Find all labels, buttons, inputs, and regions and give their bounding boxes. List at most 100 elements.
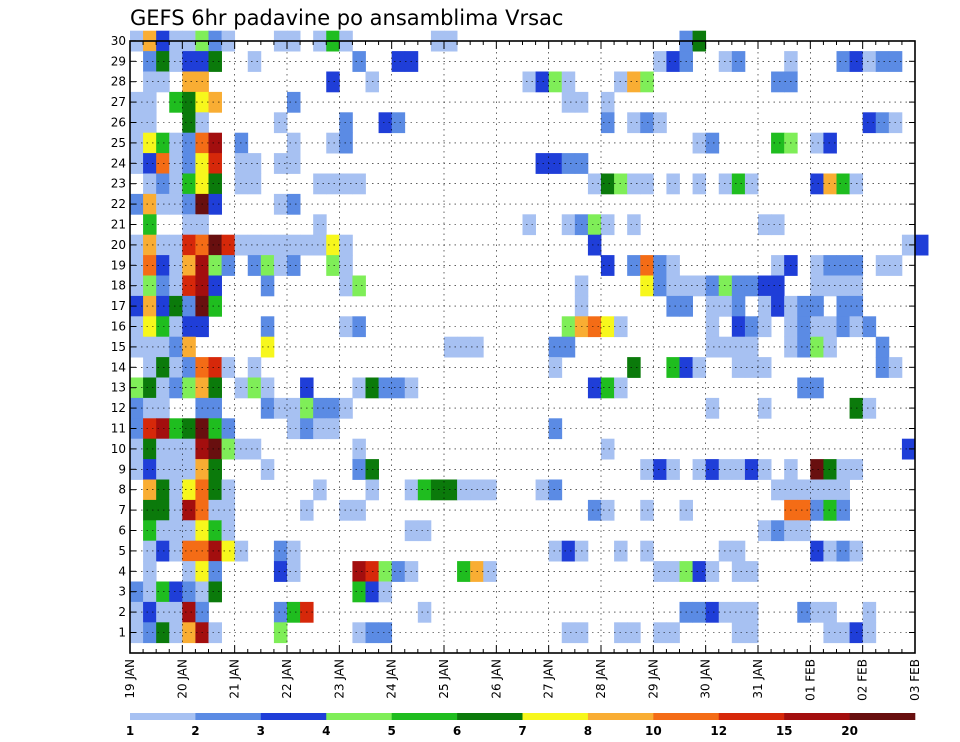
heatmap-cell <box>810 459 824 480</box>
heatmap-cell <box>758 275 772 297</box>
heatmap-cell <box>640 71 654 93</box>
heatmap-cell <box>169 418 183 440</box>
heatmap-cell <box>156 275 170 297</box>
heatmap-cell <box>221 479 236 501</box>
heatmap-cell <box>875 336 890 358</box>
heatmap-cell <box>810 336 824 358</box>
heatmap-cell <box>457 479 471 501</box>
heatmap-cell <box>823 479 837 501</box>
x-axis: 19 JAN 20 JAN 21 JAN 22 JAN 23 JAN 24 JAN 25 J… <box>123 41 922 701</box>
heatmap-cell <box>273 601 288 623</box>
colorbar-swatch <box>718 713 785 720</box>
heatmap-cell <box>705 316 720 338</box>
heatmap-cell <box>601 173 615 195</box>
heatmap-cell <box>810 173 824 195</box>
heatmap-cell <box>862 622 877 644</box>
heatmap-cell <box>810 295 824 317</box>
heatmap-cell <box>156 520 170 542</box>
heatmap-cell <box>313 173 327 195</box>
heatmap-cell <box>601 255 615 276</box>
heatmap-cell <box>352 438 366 460</box>
heatmap-cell <box>797 520 811 542</box>
y-tick-label: 23 <box>111 177 126 191</box>
colorbar: 1 2 3 4 5 6 7 8 10 12 15 20 <box>126 713 916 738</box>
x-tick-label: 23 JAN <box>332 659 346 699</box>
heatmap-cell <box>836 499 850 521</box>
heatmap-cell <box>731 459 746 480</box>
y-tick-label: 3 <box>118 585 126 599</box>
heatmap-cell <box>182 91 196 113</box>
heatmap-cell <box>758 295 772 317</box>
heatmap-cell <box>705 397 720 419</box>
heatmap-cell <box>182 377 196 399</box>
heatmap-cell <box>653 255 667 276</box>
heatmap-cell <box>313 214 327 236</box>
heatmap-cell <box>273 112 288 134</box>
y-tick-label: 15 <box>111 340 126 354</box>
heatmap-cell <box>221 234 236 256</box>
heatmap-cell <box>731 275 746 297</box>
y-tick-label: 21 <box>111 218 126 232</box>
heatmap-cell <box>836 479 850 501</box>
heatmap-cell <box>548 153 563 174</box>
heatmap-cells <box>130 30 929 644</box>
heatmap-cell <box>758 459 772 480</box>
heatmap-cell <box>221 499 236 521</box>
heatmap-cell <box>208 438 222 460</box>
x-tick-label: 20 JAN <box>175 659 189 699</box>
heatmap-cell <box>182 275 196 297</box>
heatmap-cell <box>731 561 746 582</box>
heatmap-cell <box>182 214 196 236</box>
heatmap-cell <box>823 275 837 297</box>
heatmap-cell <box>627 255 641 276</box>
colorbar-swatch <box>522 713 589 720</box>
heatmap-cell <box>483 561 497 582</box>
y-tick-label: 30 <box>111 34 126 48</box>
heatmap-cell <box>169 459 183 480</box>
heatmap-cell <box>352 316 366 338</box>
chart-title: GEFS 6hr padavine po ansamblima Vrsac <box>130 6 563 30</box>
heatmap-cell <box>548 540 563 562</box>
heatmap-cell <box>391 377 406 399</box>
heatmap-cell <box>548 357 563 378</box>
heatmap-cell <box>640 173 654 195</box>
colorbar-label: 7 <box>518 724 526 738</box>
y-tick-label: 12 <box>111 401 126 415</box>
heatmap-cell <box>143 540 157 562</box>
heatmap-cell <box>653 112 667 134</box>
heatmap-cell <box>143 601 157 623</box>
heatmap-cell <box>352 51 366 72</box>
heatmap-cell <box>862 51 877 72</box>
y-tick-label: 14 <box>111 360 126 374</box>
heatmap-cell <box>430 479 445 501</box>
heatmap-cell <box>391 51 406 72</box>
y-tick-label: 22 <box>111 197 126 211</box>
heatmap-cell <box>797 479 811 501</box>
heatmap-cell <box>378 581 393 603</box>
heatmap-cell <box>836 173 850 195</box>
heatmap-cell <box>627 71 641 93</box>
x-tick-label: 26 JAN <box>489 659 503 699</box>
heatmap-cell <box>771 132 785 154</box>
heatmap-cell <box>208 479 222 501</box>
heatmap-cell <box>182 561 196 582</box>
colorbar-label: 2 <box>191 724 199 738</box>
heatmap-cell <box>326 71 340 93</box>
heatmap-cell <box>208 173 222 195</box>
heatmap-cell <box>208 418 222 440</box>
heatmap-cell <box>273 234 288 256</box>
colorbar-label: 15 <box>776 724 793 738</box>
heatmap-cell <box>522 214 536 236</box>
colorbar-label: 6 <box>453 724 461 738</box>
heatmap-cell <box>169 132 183 154</box>
heatmap-cell <box>771 214 785 236</box>
heatmap-cell <box>731 295 746 317</box>
heatmap-cell <box>836 255 850 276</box>
heatmap-cell <box>601 214 615 236</box>
heatmap-cell <box>169 581 183 603</box>
heatmap-cell <box>731 540 746 562</box>
heatmap-cell <box>182 622 196 644</box>
heatmap-cell <box>705 275 720 297</box>
heatmap-cell <box>143 234 157 256</box>
heatmap-cell <box>143 581 157 603</box>
